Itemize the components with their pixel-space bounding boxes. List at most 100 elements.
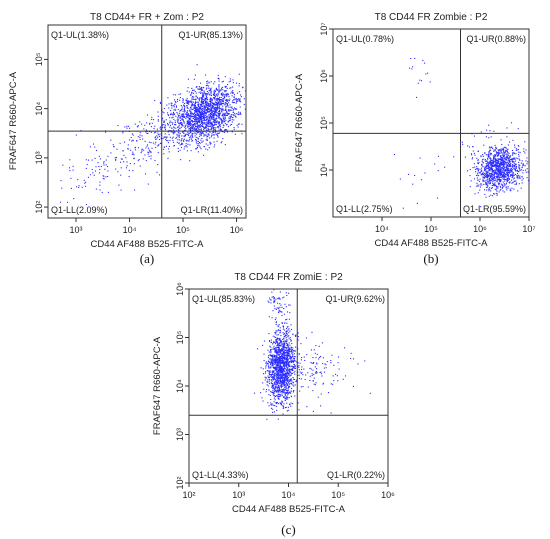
data-point [286, 402, 288, 404]
x-tick-label: 10⁶ [473, 224, 487, 234]
data-point [232, 109, 235, 111]
data-point [177, 126, 179, 128]
data-point [103, 162, 105, 164]
data-point [228, 100, 230, 102]
data-point [488, 181, 490, 183]
data-point [486, 182, 488, 184]
data-point [205, 104, 207, 106]
data-point [271, 364, 273, 366]
data-point [280, 387, 282, 389]
data-point [91, 159, 93, 161]
data-point [483, 144, 485, 146]
data-point [208, 108, 210, 110]
data-point [146, 122, 148, 124]
data-point [186, 113, 188, 115]
data-point [177, 147, 179, 149]
data-point [489, 174, 491, 176]
data-point [484, 167, 486, 169]
data-point [310, 368, 312, 370]
data-point [146, 114, 149, 116]
data-point [286, 362, 288, 364]
data-point [272, 363, 274, 365]
data-point [126, 165, 128, 167]
data-point [269, 345, 271, 347]
data-point [99, 184, 101, 186]
data-point [511, 176, 513, 178]
data-point [158, 144, 160, 146]
data-point [221, 122, 223, 124]
data-point [205, 93, 207, 95]
data-point [266, 384, 268, 386]
data-point [281, 366, 283, 368]
data-point [198, 114, 200, 116]
data-point [186, 140, 188, 142]
data-point [289, 379, 291, 381]
data-point [285, 358, 288, 360]
data-point [275, 384, 277, 386]
data-point [506, 189, 508, 191]
data-point [227, 113, 229, 115]
data-point [508, 170, 510, 172]
data-point [178, 142, 180, 145]
data-point [493, 173, 495, 175]
data-point [294, 384, 296, 386]
data-point [196, 147, 198, 149]
data-point [218, 85, 220, 87]
data-point [234, 114, 236, 116]
data-point [230, 87, 232, 89]
data-point [493, 184, 495, 186]
data-point [225, 90, 227, 92]
data-point [300, 359, 302, 361]
data-point [489, 162, 491, 164]
data-point [167, 122, 169, 124]
data-point [229, 104, 231, 106]
data-point [276, 351, 278, 353]
data-point [211, 124, 213, 126]
data-point [283, 388, 285, 390]
data-point [238, 85, 240, 87]
y-tick-label: 10⁵ [34, 52, 44, 66]
data-point [127, 125, 130, 127]
data-point [181, 106, 183, 108]
data-point [491, 166, 493, 168]
data-point [269, 371, 271, 373]
x-axis-label: CD44 AF488 B525-FITC-A [232, 504, 346, 515]
data-point [280, 366, 282, 368]
data-point [483, 172, 485, 175]
data-point [213, 91, 215, 93]
data-point [289, 370, 291, 373]
data-point [279, 349, 281, 351]
data-point [154, 143, 156, 145]
data-point [476, 166, 478, 168]
data-point [217, 115, 219, 117]
data-point [282, 405, 284, 407]
data-point [199, 142, 201, 144]
data-point [491, 184, 493, 187]
data-point [172, 129, 174, 131]
data-point [281, 311, 283, 313]
data-point [514, 168, 516, 170]
data-point [242, 87, 244, 89]
data-point [160, 128, 162, 131]
data-point [183, 132, 185, 134]
data-point [290, 379, 292, 381]
data-point [499, 150, 501, 152]
data-point [103, 161, 105, 163]
data-point [281, 346, 283, 348]
data-point [171, 123, 173, 125]
data-point [507, 179, 509, 181]
data-point [286, 410, 288, 412]
data-point [268, 372, 270, 374]
data-point [147, 144, 149, 146]
data-point [485, 175, 487, 177]
data-point [505, 176, 507, 178]
data-point [169, 117, 171, 119]
data-point [215, 103, 217, 106]
data-point [206, 119, 208, 121]
data-point [493, 176, 495, 179]
data-point [153, 127, 155, 130]
data-point [210, 114, 212, 116]
data-point [271, 386, 273, 388]
data-point [492, 165, 494, 167]
data-point [288, 373, 290, 375]
